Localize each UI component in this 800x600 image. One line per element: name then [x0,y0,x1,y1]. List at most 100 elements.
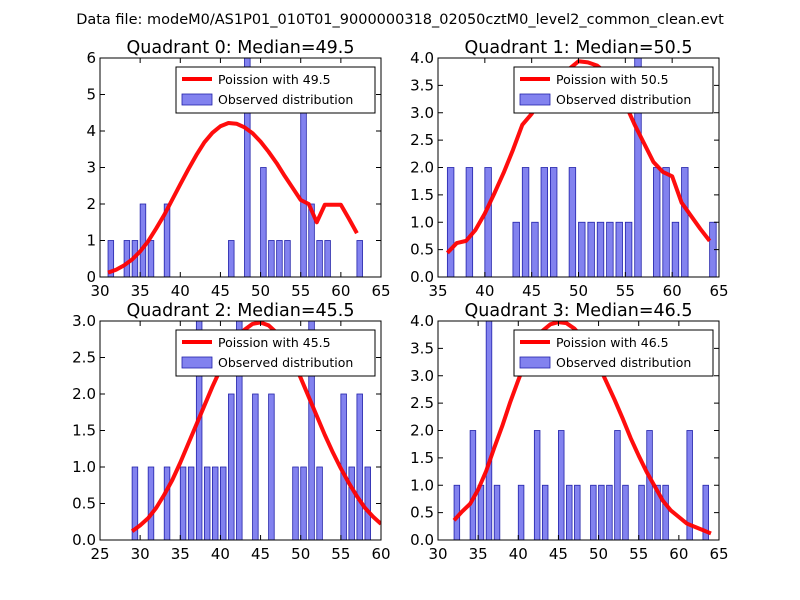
y-tick-label: 3.5 [410,76,434,94]
histogram-bar [163,466,171,540]
y-tick-label: 2.0 [410,422,434,440]
histogram-bar [300,94,307,277]
y-tick-label: 0.0 [410,268,434,286]
histogram-bar [469,430,477,540]
histogram-bar [348,466,355,540]
y-tick-label: 1 [86,232,96,250]
histogram-bar [380,393,381,540]
histogram-bar [228,393,235,540]
histogram-bar [686,430,693,540]
histogram-bar [646,430,653,540]
chart-panel-1: Quadrant 1: Median=50.5 35 40 45 50 55 60 65 0.0… [410,38,728,300]
legend-bar-label: Observed distribution [218,92,353,107]
y-tick-label: 0.0 [72,531,96,549]
histogram-bar [316,240,323,277]
histogram-bar [531,221,539,277]
plot-content [130,321,381,540]
chart-panel-3: Quadrant 3: Median=46.5 30 35 40 45 50 55 60 65 0… [410,301,728,563]
histogram-bar [147,466,155,540]
x-tick-label: 60 [371,545,390,563]
x-tick-label: 40 [211,545,230,563]
histogram-bar [465,167,474,277]
histogram-bar [702,484,709,540]
y-tick-label: 0.0 [410,531,434,549]
y-tick-label: 3.0 [72,312,96,330]
x-tick-label: 55 [331,545,350,563]
histogram-bar [195,321,203,540]
legend-line-label: Poission with 50.5 [556,72,669,87]
x-tick-label: 35 [428,282,447,300]
legend: Poission with 49.5 Observed distribution [175,66,376,114]
histogram-bar [147,240,155,277]
x-tick-label: 55 [291,282,310,300]
histogram-bar [578,221,586,277]
y-tick-label: 2.5 [72,349,96,367]
histogram-bar [590,484,597,540]
histogram-bar [681,167,689,277]
histogram-bar [654,484,661,540]
x-tick-label: 55 [629,545,648,563]
x-tick-label: 30 [428,545,447,563]
histogram-bar [268,240,275,277]
y-tick-label: 0.5 [72,495,96,513]
histogram-bar [574,484,581,540]
histogram-bar [356,393,363,540]
x-tick-label: 45 [522,282,541,300]
x-tick-label: 50 [251,282,270,300]
histogram-bar [252,393,259,540]
histogram-bar [308,321,315,540]
histogram-bar [300,466,307,540]
legend-bar-label: Observed distribution [556,355,691,370]
x-tick-label: 35 [131,282,150,300]
legend-line-label: Poission with 46.5 [556,335,669,350]
x-tick-label: 65 [709,545,728,563]
x-tick-label: 50 [291,545,310,563]
x-tick-label: 35 [469,545,488,563]
x-tick-label: 65 [371,282,390,300]
x-tick-label: 60 [331,282,350,300]
x-tick-label: 55 [616,282,635,300]
histogram-bar [211,466,219,540]
histogram-bar [517,484,525,540]
histogram-bar [521,167,530,277]
panel-title: Quadrant 0: Median=49.5 [126,38,354,58]
histogram-bar [541,484,549,540]
y-tick-label: 4 [86,122,96,140]
histogram-bar [558,430,565,540]
y-tick-label: 1.0 [72,458,96,476]
y-tick-label: 6 [86,49,96,67]
histogram-bar [131,466,139,540]
histogram-bar [308,203,315,277]
histogram-bar [512,221,520,277]
histogram-bar [268,393,275,540]
histogram-bar [671,221,680,277]
y-tick-label: 1.5 [410,449,434,467]
figure-title: Data file: modeM0/AS1P01_010T01_90000003… [76,12,724,28]
histogram-bar [653,167,661,277]
histogram-bar [638,484,645,540]
histogram-bar [634,58,642,277]
y-tick-label: 0 [86,268,96,286]
y-tick-label: 2.5 [410,131,434,149]
x-tick-label: 30 [90,282,109,300]
histogram-bar [587,221,595,277]
histogram-bar [220,466,227,540]
y-tick-label: 3 [86,159,96,177]
legend-bar-swatch [519,356,551,369]
histogram-bar [540,167,548,277]
histogram-bar [624,221,633,277]
x-tick-label: 40 [475,282,494,300]
x-tick-label: 60 [669,545,688,563]
plot-content [107,58,363,277]
panel-title: Quadrant 3: Median=46.5 [464,301,692,321]
histogram-bar [316,466,323,540]
legend-line-label: Poission with 45.5 [218,335,331,350]
histogram-bar [187,466,195,540]
legend: Poission with 50.5 Observed distribution [513,66,714,114]
x-tick-label: 60 [663,282,682,300]
y-tick-label: 0.5 [410,504,434,522]
histogram-bar [598,484,605,540]
histogram-bar [123,240,131,277]
legend: Poission with 45.5 Observed distribution [175,329,376,377]
plot-content [445,58,717,277]
